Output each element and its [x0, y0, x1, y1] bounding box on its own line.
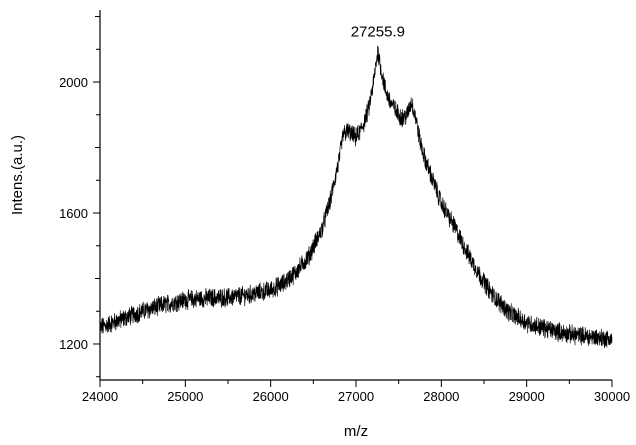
- x-axis-title: m/z: [344, 423, 368, 440]
- x-tick-label: 26000: [253, 389, 289, 404]
- x-tick-label: 25000: [167, 389, 203, 404]
- x-tick-label: 28000: [423, 389, 459, 404]
- y-tick-label: 1600: [59, 206, 88, 221]
- y-axis-title: Intens.(a.u.): [9, 135, 26, 215]
- y-tick-label: 1200: [59, 337, 88, 352]
- y-axis-ticks: 1200 1600 2000: [59, 16, 100, 378]
- spectrum-trace: [99, 45, 613, 349]
- x-axis-ticks: 24000 25000 26000 27000 28000 29000 30000: [82, 380, 630, 404]
- x-tick-label: 24000: [82, 389, 118, 404]
- x-tick-label: 27000: [338, 389, 374, 404]
- x-tick-label: 30000: [594, 389, 630, 404]
- x-tick-label: 29000: [509, 389, 545, 404]
- y-tick-label: 2000: [59, 75, 88, 90]
- peak-annotation: 27255.9: [351, 23, 405, 40]
